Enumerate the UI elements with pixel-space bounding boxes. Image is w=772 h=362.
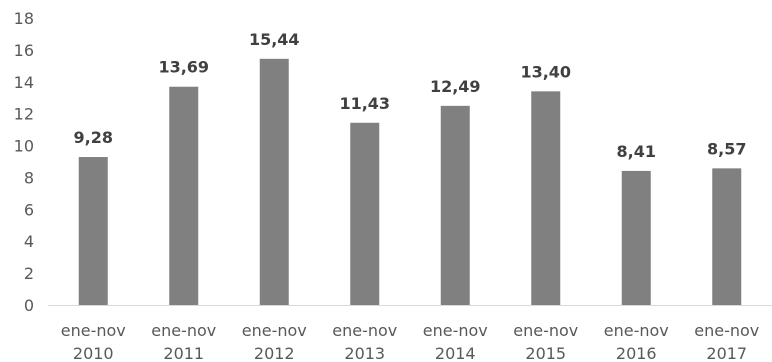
x-tick-label-line: ene-nov [151, 321, 216, 340]
x-tick-label: ene-nov 2011 [151, 321, 216, 362]
x-tick-label: ene-nov 2015 [513, 321, 578, 362]
x-tick-label-line: ene-nov [332, 321, 397, 340]
data-labels-group: 9,28 13,69 15,44 11,43 12,49 13,40 8,41 8,57 [74, 30, 747, 161]
bar-value-label: 15,44 [249, 30, 300, 49]
x-tick-label: ene-nov 2012 [242, 321, 307, 362]
x-tick-label: ene-nov 2017 [694, 321, 759, 362]
bars-group [78, 58, 742, 306]
x-tick-label-line: 2011 [163, 344, 204, 362]
bar [259, 58, 289, 305]
x-tick-label: ene-nov 2010 [61, 321, 126, 362]
y-axis: 0 2 4 6 8 10 12 14 16 18 [14, 9, 34, 315]
bar-value-label: 12,49 [430, 77, 481, 96]
y-tick-label: 4 [24, 232, 34, 251]
x-tick-label-line: 2015 [525, 344, 566, 362]
y-tick-label: 6 [24, 200, 34, 219]
y-tick-label: 8 [24, 168, 34, 187]
bar [169, 86, 199, 306]
bar [350, 122, 380, 305]
bar [440, 105, 470, 306]
x-tick-label-line: ene-nov [513, 321, 578, 340]
x-tick-label-line: 2013 [344, 344, 385, 362]
x-tick-label: ene-nov 2013 [332, 321, 397, 362]
y-tick-label: 16 [14, 41, 34, 60]
x-tick-label-line: 2016 [616, 344, 657, 362]
bar-value-label: 8,41 [617, 142, 656, 161]
x-tick-label-line: 2014 [435, 344, 476, 362]
x-tick-label-line: 2010 [73, 344, 114, 362]
x-tick-label: ene-nov 2014 [423, 321, 488, 362]
x-tick-label-line: ene-nov [61, 321, 126, 340]
x-tick-label: ene-nov 2016 [604, 321, 669, 362]
y-tick-label: 0 [24, 296, 34, 315]
bar-value-label: 13,69 [158, 58, 209, 77]
bar-value-label: 9,28 [74, 128, 113, 147]
y-tick-label: 18 [14, 9, 34, 28]
x-tick-label-line: ene-nov [694, 321, 759, 340]
y-tick-label: 12 [14, 105, 34, 124]
x-tick-label-line: 2017 [706, 344, 747, 362]
bar-value-label: 13,40 [520, 62, 571, 81]
y-tick-label: 14 [14, 73, 34, 92]
bar [621, 170, 651, 305]
x-tick-label-line: 2012 [254, 344, 295, 362]
y-tick-label: 10 [14, 137, 34, 156]
bar [712, 168, 742, 305]
x-tick-label-line: ene-nov [423, 321, 488, 340]
x-tick-label-line: ene-nov [242, 321, 307, 340]
x-tick-label-line: ene-nov [604, 321, 669, 340]
bar [531, 91, 561, 305]
bar-value-label: 11,43 [339, 94, 390, 113]
y-tick-label: 2 [24, 264, 34, 283]
bar-value-label: 8,57 [707, 139, 746, 158]
bar [78, 157, 108, 305]
